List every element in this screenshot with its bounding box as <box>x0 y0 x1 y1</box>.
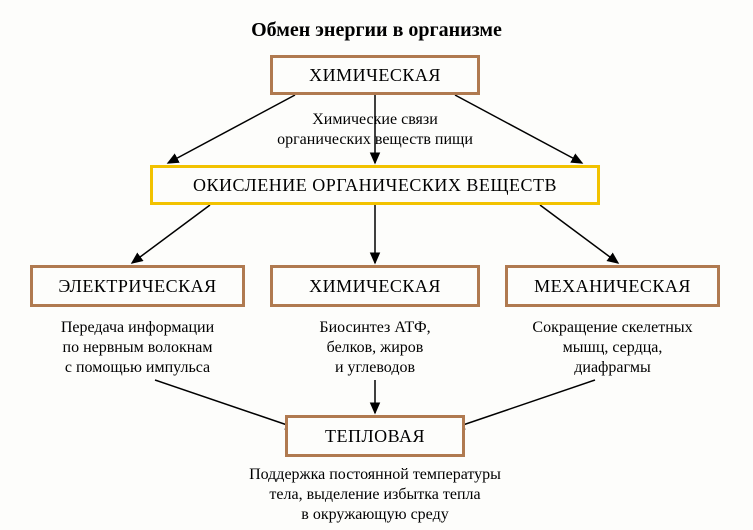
node-thermal: ТЕПЛОВАЯ <box>285 415 465 457</box>
node-label: ТЕПЛОВАЯ <box>325 426 425 447</box>
node-electric: ЭЛЕКТРИЧЕСКАЯ <box>30 265 245 307</box>
caption-chemical-bonds: Химические связиорганических веществ пищ… <box>230 110 520 150</box>
diagram-stage: Обмен энергии в организме ХИМИЧЕСКАЯ ОКИ… <box>0 0 753 530</box>
node-mechanical: МЕХАНИЧЕСКАЯ <box>505 265 720 307</box>
edge-arrow <box>155 380 296 428</box>
caption-mechanical: Сокращение скелетныхмышц, сердца,диафраг… <box>505 318 720 378</box>
edge-arrow <box>540 205 618 263</box>
node-label: МЕХАНИЧЕСКАЯ <box>534 276 691 297</box>
node-label: ОКИСЛЕНИЕ ОРГАНИЧЕСКИХ ВЕЩЕСТВ <box>193 175 557 196</box>
node-label: ХИМИЧЕСКАЯ <box>309 65 441 86</box>
node-chemical-mid: ХИМИЧЕСКАЯ <box>270 265 480 307</box>
caption-electric: Передача информациипо нервным волокнамс … <box>30 318 245 378</box>
caption-thermal: Поддержка постоянной температурытела, вы… <box>180 465 570 525</box>
node-label: ЭЛЕКТРИЧЕСКАЯ <box>58 276 216 297</box>
node-label: ХИМИЧЕСКАЯ <box>309 276 441 297</box>
diagram-title: Обмен энергии в организме <box>0 18 753 43</box>
node-chemical-top: ХИМИЧЕСКАЯ <box>270 55 480 95</box>
edge-arrow <box>454 380 595 428</box>
caption-chemical: Биосинтез АТФ,белков, жирови углеводов <box>270 318 480 378</box>
edge-arrow <box>132 205 210 263</box>
node-oxidation: ОКИСЛЕНИЕ ОРГАНИЧЕСКИХ ВЕЩЕСТВ <box>150 165 600 205</box>
